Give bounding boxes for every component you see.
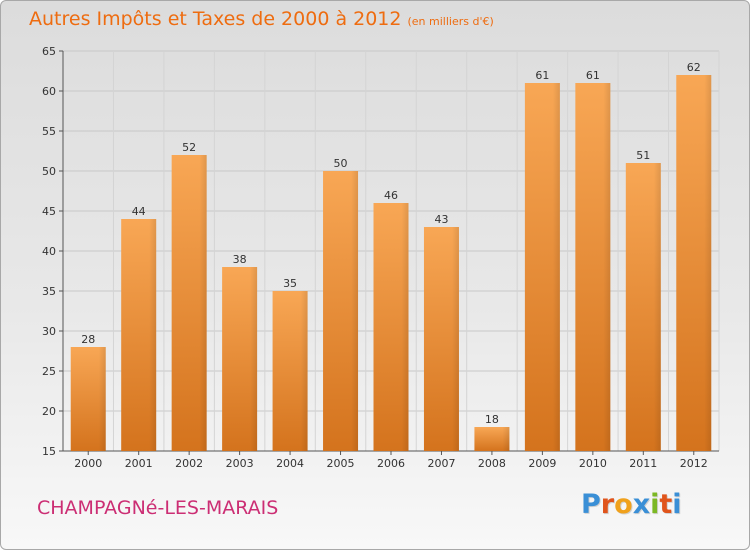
- proxiti-logo: Proxiti: [581, 489, 682, 520]
- y-tick-label: 55: [42, 125, 56, 138]
- bar-shade-2004: [272, 291, 308, 451]
- data-label: 28: [81, 333, 95, 346]
- y-tick-label: 20: [42, 405, 56, 418]
- y-tick-label: 40: [42, 245, 56, 258]
- x-tick-label: 2003: [226, 457, 254, 470]
- y-tick-label: 35: [42, 285, 56, 298]
- data-label: 18: [485, 413, 499, 426]
- y-tick-label: 50: [42, 165, 56, 178]
- x-tick-label: 2009: [528, 457, 556, 470]
- brand-letter: r: [600, 489, 615, 520]
- bar-shade-2001: [121, 219, 157, 451]
- bar-shade-2002: [171, 155, 207, 451]
- data-label: 35: [283, 277, 297, 290]
- brand-letter: i: [672, 489, 682, 520]
- x-tick-label: 2002: [175, 457, 203, 470]
- data-label: 43: [434, 213, 448, 226]
- data-label: 50: [334, 157, 348, 170]
- brand-letter: x: [632, 489, 651, 520]
- brand-letter: P: [581, 489, 601, 520]
- x-tick-label: 2004: [276, 457, 304, 470]
- data-label: 46: [384, 189, 398, 202]
- bars: [70, 75, 712, 451]
- bar-shade-2005: [323, 171, 359, 451]
- chart-header: Autres Impôts et Taxes de 2000 à 2012 (en…: [29, 8, 494, 30]
- data-label: 52: [182, 141, 196, 154]
- brand-letter: o: [614, 489, 633, 520]
- bar-shade-2009: [524, 83, 560, 451]
- x-tick-label: 2007: [427, 457, 455, 470]
- data-label: 44: [132, 205, 146, 218]
- y-tick-label: 25: [42, 365, 56, 378]
- data-label: 38: [233, 253, 247, 266]
- bar-shade-2000: [70, 347, 106, 451]
- data-label: 61: [586, 69, 600, 82]
- y-tick-label: 65: [42, 45, 56, 58]
- y-tick-label: 30: [42, 325, 56, 338]
- y-tick-label: 60: [42, 85, 56, 98]
- chart-title: Autres Impôts et Taxes de 2000 à 2012: [29, 8, 402, 30]
- x-tick-label: 2008: [478, 457, 506, 470]
- x-tick-label: 2001: [125, 457, 153, 470]
- y-tick-label: 15: [42, 445, 56, 458]
- bar-shade-2010: [575, 83, 611, 451]
- x-tick-label: 2000: [74, 457, 102, 470]
- data-label: 61: [535, 69, 549, 82]
- bar-shade-2008: [474, 427, 510, 451]
- x-tick-label: 2005: [327, 457, 355, 470]
- bar-shade-2006: [373, 203, 409, 451]
- x-tick-label: 2010: [579, 457, 607, 470]
- bar-shade-2007: [423, 227, 459, 451]
- x-tick-label: 2012: [680, 457, 708, 470]
- chart-subtitle: (en milliers d'€): [407, 15, 494, 28]
- bar-shade-2011: [625, 163, 661, 451]
- y-tick-label: 45: [42, 205, 56, 218]
- commune-name: CHAMPAGNé-LES-MARAIS: [37, 497, 279, 519]
- brand-letter: i: [650, 489, 660, 520]
- data-labels: 28 44 52 38 35 50 46 43 18 61 61 51 62: [81, 61, 701, 426]
- brand-letter: t: [659, 489, 673, 520]
- x-tick-label: 2006: [377, 457, 405, 470]
- data-label: 51: [636, 149, 650, 162]
- x-tick-label: 2011: [629, 457, 657, 470]
- bar-shade-2012: [676, 75, 712, 451]
- data-label: 62: [687, 61, 701, 74]
- bar-shade-2003: [222, 267, 258, 451]
